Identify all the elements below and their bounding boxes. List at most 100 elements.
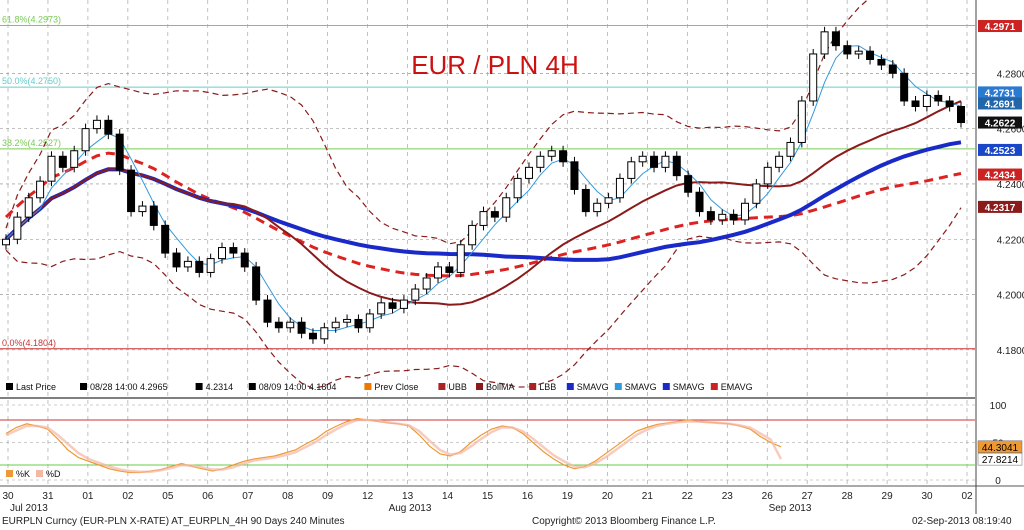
legend-item: SMAVG	[577, 382, 609, 392]
candle-body	[866, 50, 875, 60]
osc-price-tag-label: 27.8214	[982, 455, 1019, 466]
candle-body	[92, 119, 101, 130]
osc-legend-swatch	[6, 470, 13, 477]
candle-body	[365, 313, 374, 329]
osc-price-tag-label: 44.3041	[982, 443, 1019, 454]
candle-body	[740, 202, 749, 221]
candle-body	[47, 155, 56, 182]
candle-body	[513, 177, 522, 199]
candle-body	[434, 266, 443, 279]
osc-price-tag	[977, 452, 1023, 466]
price-tag-label: 4.2731	[985, 88, 1016, 99]
candle-body	[945, 100, 954, 107]
legend-item: 08/09 14:00 4.1804	[259, 382, 337, 392]
legend-item: EMAVG	[721, 382, 753, 392]
osc-legend-swatch	[36, 470, 43, 477]
candle-body	[502, 197, 511, 218]
candle-body	[13, 216, 22, 240]
lower-bollinger-band	[5, 207, 962, 390]
legend-swatch	[614, 383, 622, 390]
x-tick-label: 22	[682, 491, 694, 502]
candle-body	[957, 106, 965, 124]
x-tick-label: 02	[122, 491, 134, 502]
candle-body	[797, 100, 806, 143]
price-tick-label: 4.2400	[997, 180, 1024, 191]
x-tick-label: 28	[842, 491, 854, 502]
x-tick-label: 23	[722, 491, 734, 502]
price-tag-label: 4.2971	[985, 22, 1016, 33]
price-tag	[978, 168, 1022, 181]
candle-body	[263, 299, 272, 323]
candle-body	[729, 213, 738, 221]
price-tag-label: 4.2434	[985, 171, 1016, 182]
candle-body	[297, 321, 306, 334]
price-tag	[978, 97, 1022, 110]
candle-body	[377, 302, 386, 315]
x-tick-label: 30	[921, 491, 933, 502]
candle-body	[718, 213, 727, 221]
stoch-k-line	[5, 417, 782, 474]
candle-body	[934, 94, 943, 102]
x-tick-label: 14	[442, 491, 454, 502]
candle-body	[877, 58, 886, 66]
candle-body	[229, 247, 238, 254]
candle-body	[661, 155, 670, 168]
candle-body	[479, 211, 488, 226]
osc-price-tag	[977, 440, 1023, 454]
candle-body	[388, 302, 397, 309]
candle-body	[286, 321, 295, 329]
x-tick-label: 07	[242, 491, 254, 502]
legend-swatch	[6, 383, 13, 390]
price-tick-label: 4.1800	[997, 346, 1024, 357]
price-tag-label: 4.2622	[985, 119, 1016, 130]
candle-body	[604, 197, 613, 204]
legend-item: Prev Close	[374, 382, 418, 392]
candle-body	[81, 128, 90, 152]
axis-layer: 4.2800 4.2600 4.2400 4.2200 4.2000 4.1800 4.29…	[2, 20, 1024, 514]
price-tag	[978, 86, 1022, 99]
legend-item: UBB	[448, 382, 467, 392]
x-tick-label: 13	[402, 491, 414, 502]
month-label: Sep 2013	[769, 503, 812, 514]
candle-body	[161, 224, 170, 254]
candle-body	[343, 318, 352, 323]
candle-body	[615, 177, 624, 199]
candle-body	[536, 155, 545, 168]
bollinger-ma-line	[5, 100, 962, 306]
candle-body	[786, 141, 795, 157]
x-tick-label: 01	[82, 491, 94, 502]
upper-bollinger-band	[5, 0, 869, 245]
footer-timestamp: 02-Sep-2013 08:19:40	[912, 516, 1012, 527]
candle-body	[115, 133, 124, 171]
candle-body	[831, 31, 840, 47]
candle-body	[104, 119, 113, 135]
candle-body	[138, 205, 147, 213]
candle-body	[320, 327, 329, 340]
fib-level-label: 61.8%(4.2973)	[2, 14, 61, 24]
fib-level-label: 38.2%(4.2527)	[2, 138, 61, 148]
sma-long-line	[4, 140, 962, 262]
candle-body	[399, 299, 408, 309]
candle-body	[922, 94, 931, 107]
legend-swatch	[529, 383, 537, 390]
legend-item: Last Price	[16, 382, 56, 392]
candle-body	[206, 258, 215, 273]
candle-body	[820, 31, 829, 55]
legend-swatch	[248, 383, 256, 390]
ema-line	[4, 151, 962, 278]
x-tick-label: 09	[322, 491, 334, 502]
x-tick-label: 08	[282, 491, 294, 502]
candle-body	[218, 247, 227, 260]
candle-body	[331, 321, 340, 329]
candle-body	[70, 150, 79, 168]
legend-swatch	[566, 383, 574, 390]
x-tick-label: 30	[2, 491, 14, 502]
price-tag	[978, 200, 1022, 213]
candle-body	[911, 100, 920, 107]
x-tick-label: 26	[762, 491, 774, 502]
legend-item: SMAVG	[625, 382, 657, 392]
legend-item: 4.2314	[206, 382, 234, 392]
candle-body	[195, 260, 204, 273]
stoch-d-line	[5, 418, 783, 474]
candle-body	[627, 161, 636, 179]
